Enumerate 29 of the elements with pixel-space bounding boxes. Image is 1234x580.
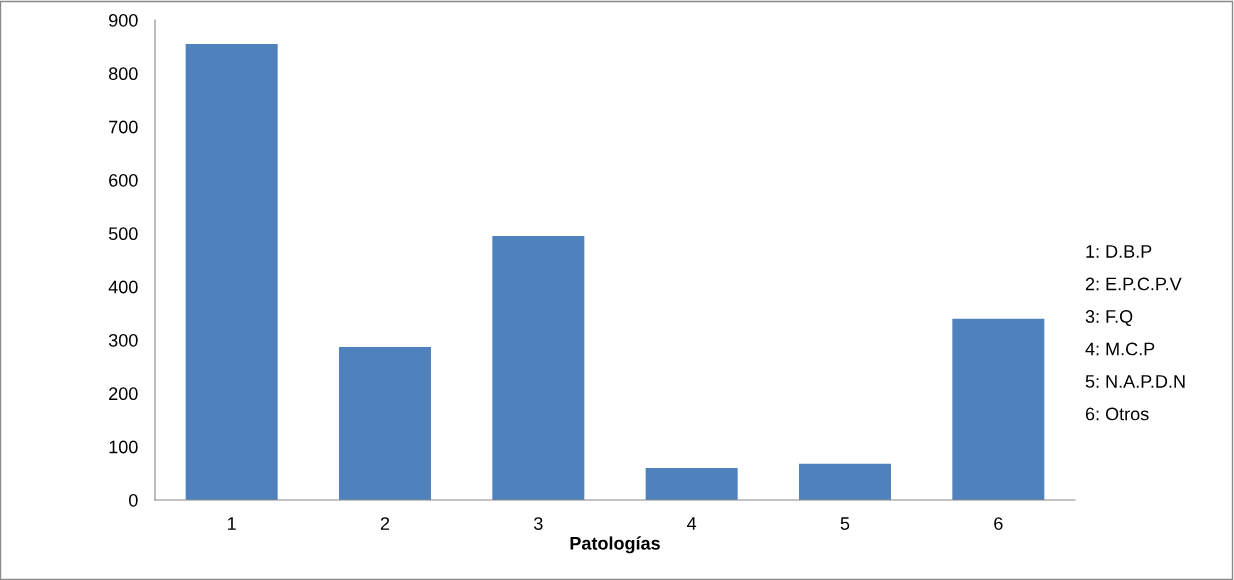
x-tick-label: 6 [994, 517, 1003, 530]
x-tick-label: 5 [840, 517, 850, 530]
bar [645, 468, 738, 500]
x-tick-label: 2 [380, 517, 390, 530]
bar [339, 346, 431, 500]
y-tick-label: 100 [109, 440, 138, 454]
x-tick-label: 1 [228, 517, 236, 530]
bar [185, 44, 278, 500]
bar [799, 463, 891, 500]
bar [952, 318, 1045, 500]
y-tick-label: 500 [108, 227, 138, 241]
text: 3: F.Q [1085, 310, 1133, 327]
x-axis-title: Patologías [570, 536, 660, 554]
text: 1: D.B.P [1086, 245, 1152, 258]
x-tick-label: 3 [534, 517, 543, 530]
y-tick-label: 600 [109, 173, 138, 187]
y-tick-label: 200 [109, 387, 138, 401]
y-tick-label: 700 [109, 120, 138, 134]
x-tick-label: 4 [687, 517, 697, 530]
text: 6: Otros [1085, 407, 1149, 421]
y-tick-label: 400 [108, 280, 138, 294]
y-tick-label: 300 [108, 333, 138, 347]
text: 2: E.P.C.P.V [1085, 277, 1182, 291]
y-tick-label: 900 [109, 13, 138, 27]
text: 4: M.C.P [1085, 342, 1155, 356]
y-tick-label: 800 [109, 67, 138, 81]
text: 5: N.A.P.D.N [1085, 375, 1185, 388]
bar [492, 236, 585, 500]
y-tick-label: 0 [129, 493, 138, 507]
